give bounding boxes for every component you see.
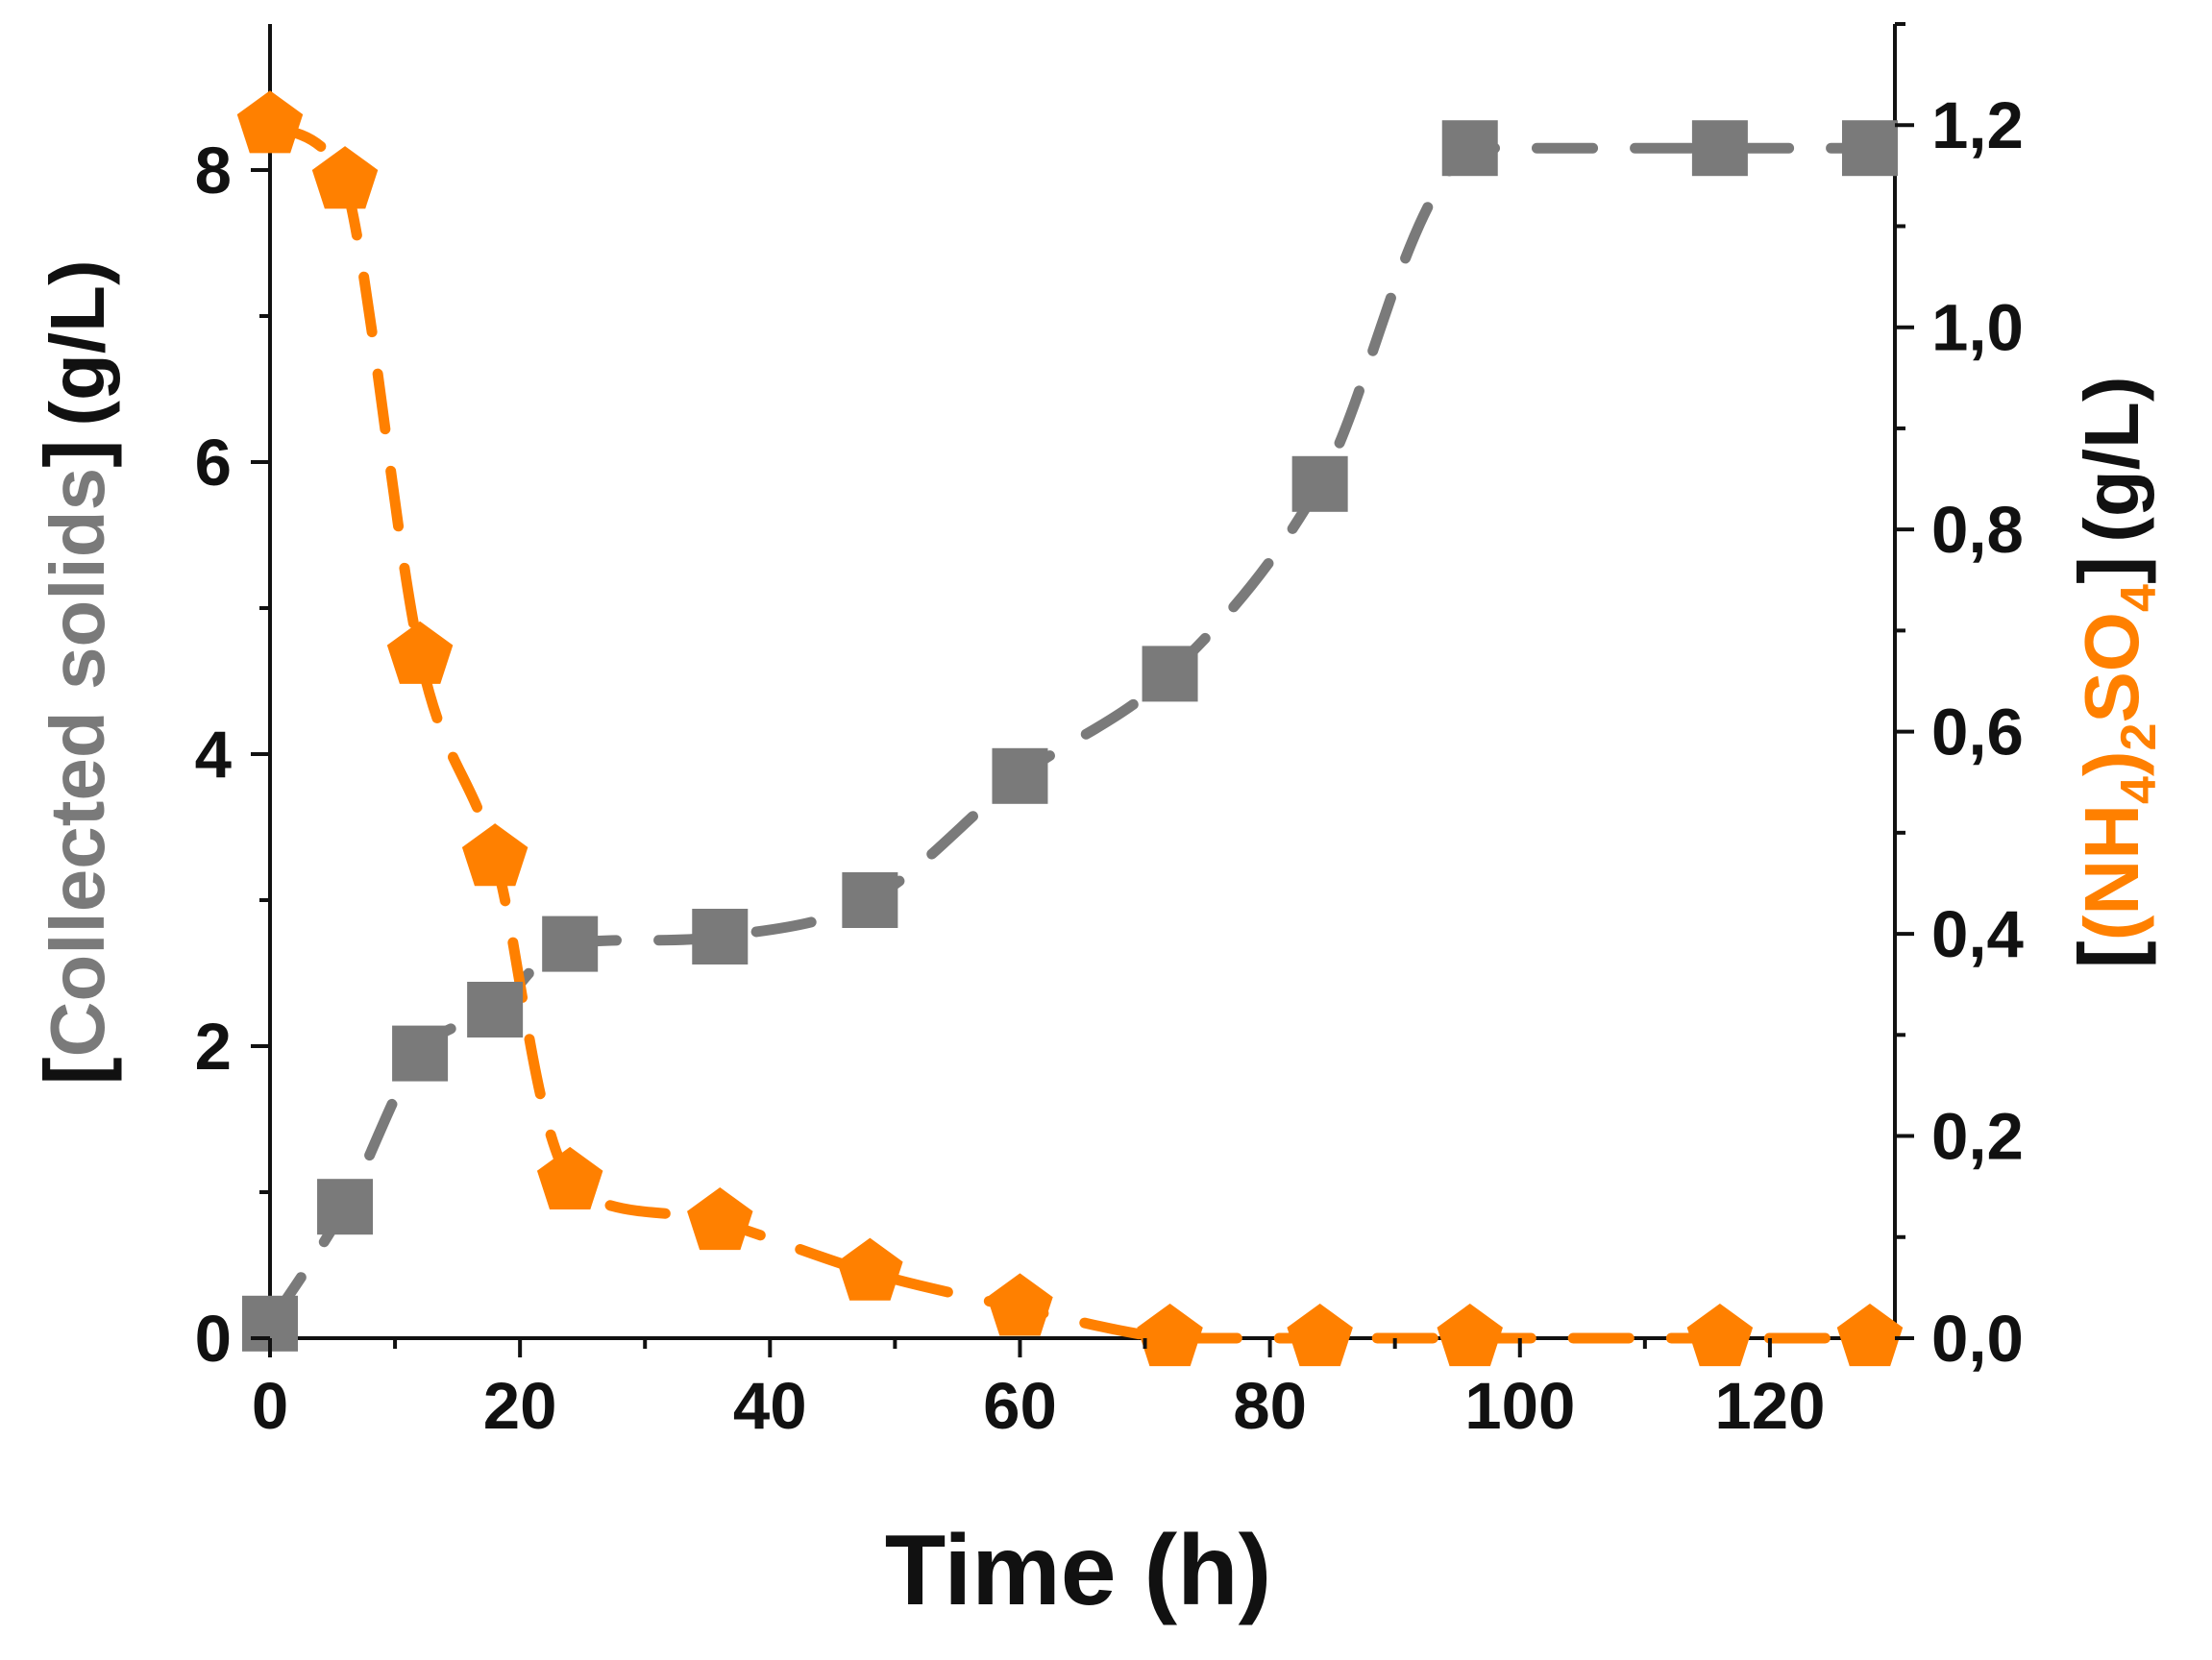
collected-solids-marker — [1691, 120, 1748, 177]
y-right-formula-paren: ) — [2069, 750, 2154, 776]
collected-solids-marker — [1142, 646, 1198, 702]
y-right-formula-sub-2: 2 — [2111, 723, 2167, 751]
collected-solids-marker — [842, 872, 898, 928]
collected-solids-marker — [1441, 120, 1498, 177]
ammonium-sulfate-marker — [837, 1237, 903, 1301]
y-left-unit: (g/L) — [35, 259, 120, 426]
collected-solids-line — [264, 142, 1876, 1330]
y-left-bracket-close: ] — [27, 440, 122, 468]
y-left-tick-label: 0 — [195, 1302, 232, 1376]
series-lines — [264, 119, 1876, 1344]
x-tick-label: 100 — [1464, 1369, 1575, 1443]
ammonium-sulfate-marker — [1437, 1304, 1503, 1367]
y-right-formula-sub-4b: 4 — [2111, 584, 2167, 612]
collected-solids-marker — [392, 1025, 449, 1082]
ammonium-sulfate-marker — [461, 823, 528, 887]
x-tick-label: 120 — [1714, 1369, 1825, 1443]
y-right-tick-label: 0,6 — [1931, 696, 2024, 769]
y-left-bracket-open: [ — [27, 1057, 122, 1085]
ammonium-sulfate-marker — [311, 146, 379, 209]
ammonium-sulfate-marker — [236, 90, 304, 154]
collected-solids-marker — [1291, 455, 1348, 512]
y-right-unit: (g/L) — [2069, 376, 2154, 542]
plot-frame — [268, 24, 1897, 1340]
y-axis-right-title: [(NH4)2SO4](g/L) — [2061, 376, 2167, 968]
collected-solids-marker — [467, 982, 524, 1038]
y-left-tick-label: 2 — [195, 1010, 232, 1084]
x-tick-label: 60 — [983, 1369, 1057, 1443]
ammonium-sulfate-marker — [987, 1273, 1053, 1336]
collected-solids-marker — [692, 909, 749, 964]
y-left-tick-label: 8 — [195, 134, 232, 208]
y-right-formula-sub-4a: 4 — [2111, 776, 2167, 804]
ammonium-sulfate-marker — [1137, 1304, 1203, 1367]
y-right-bracket-open: [ — [2061, 940, 2156, 968]
y-axis-left-title: [Collected solids] (g/L) — [27, 259, 122, 1085]
y-right-tick-label: 1,2 — [1931, 88, 2024, 162]
x-axis-title: Time (h) — [885, 1515, 1272, 1626]
x-tick-label: 40 — [733, 1369, 807, 1443]
x-tick-label: 20 — [483, 1369, 557, 1443]
y-right-tick-label: 0,0 — [1931, 1302, 2024, 1376]
y-right-tick-label: 0,8 — [1931, 493, 2024, 567]
y-right-tick-label: 1,0 — [1931, 291, 2024, 365]
y-right-tick-label: 0,2 — [1931, 1100, 2024, 1174]
ammonium-sulfate-marker — [536, 1146, 603, 1210]
y-left-tick-label: 4 — [195, 718, 232, 792]
ammonium-sulfate-marker — [1287, 1304, 1353, 1367]
y-left-tick-label: 6 — [195, 426, 232, 500]
ammonium-sulfate-marker — [1836, 1304, 1904, 1367]
ammonium-sulfate-marker — [386, 621, 454, 684]
y-left-series-name: Collected solids — [35, 468, 120, 1057]
y-right-formula-nh: (NH — [2069, 804, 2154, 940]
collected-solids-marker — [542, 915, 599, 972]
x-tick-label: 0 — [252, 1369, 288, 1443]
collected-solids-marker — [1841, 120, 1898, 177]
collected-solids-marker — [992, 747, 1048, 804]
markers — [236, 90, 1904, 1367]
ticks: 0 20 40 60 80 100 120 0 2 4 6 8 0,0 0,2 0,4 0,6 0,8 1,0 1,… — [195, 22, 2024, 1443]
ammonium-sulfate-line — [264, 119, 1876, 1344]
y-right-bracket-close: ] — [2061, 556, 2156, 584]
ammonium-sulfate-marker — [1686, 1304, 1754, 1367]
y-right-formula-so: SO — [2069, 612, 2154, 723]
x-tick-label: 80 — [1233, 1369, 1307, 1443]
collected-solids-marker — [317, 1179, 374, 1235]
y-right-tick-label: 0,4 — [1931, 897, 2024, 971]
ammonium-sulfate-marker — [687, 1186, 753, 1251]
